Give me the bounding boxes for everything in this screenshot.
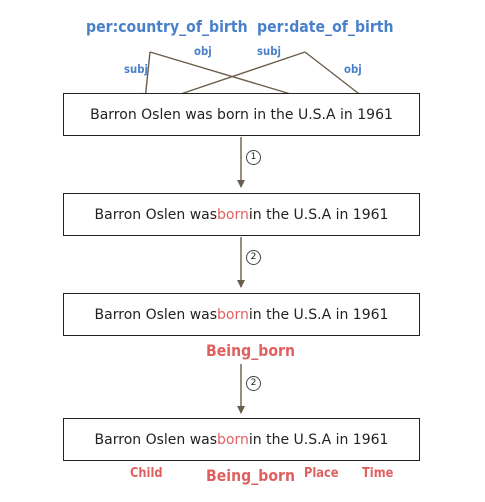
relation-label-date-of-birth: per:date_of_birth bbox=[257, 17, 394, 36]
sentence-box-4: Barron Oslen was born in the U.S.A in 19… bbox=[63, 418, 420, 461]
sentence-text: Barron Oslen was bbox=[95, 307, 218, 323]
sentence-box-2: Barron Oslen was born in the U.S.A in 19… bbox=[63, 193, 420, 236]
frame-element-child: Child bbox=[130, 466, 163, 481]
sentence-text: Barron Oslen was bbox=[95, 207, 218, 223]
sentence-text: Barron Oslen was born in the U.S.A in 19… bbox=[90, 107, 393, 123]
step-marker-3: 2 bbox=[246, 376, 261, 391]
frame-element-time: Time bbox=[362, 466, 393, 481]
sentence-text: Barron Oslen was bbox=[95, 432, 218, 448]
frame-element-frame: Being_born bbox=[206, 466, 295, 485]
sentence-text: in the U.S.A in 1961 bbox=[249, 432, 389, 448]
sentence-text: in the U.S.A in 1961 bbox=[249, 307, 389, 323]
frame-element-place: Place bbox=[304, 466, 339, 481]
step-marker-1: 1 bbox=[246, 150, 261, 165]
trigger-word: born bbox=[217, 207, 249, 223]
country-of-birth-obj-label: obj bbox=[194, 44, 212, 58]
step-marker-2: 2 bbox=[246, 250, 261, 265]
country-of-birth-subj-label: subj bbox=[124, 62, 148, 76]
sentence-text: in the U.S.A in 1961 bbox=[249, 207, 389, 223]
trigger-word: born bbox=[217, 307, 249, 323]
sentence-box-3: Barron Oslen was born in the U.S.A in 19… bbox=[63, 293, 420, 336]
sentence-box-1: Barron Oslen was born in the U.S.A in 19… bbox=[63, 93, 420, 136]
frame-label: Being_born bbox=[206, 341, 295, 360]
date-of-birth-subj-label: subj bbox=[257, 44, 281, 58]
relation-label-country-of-birth: per:country_of_birth bbox=[86, 17, 248, 36]
date-of-birth-obj-label: obj bbox=[344, 62, 362, 76]
trigger-word: born bbox=[217, 432, 249, 448]
